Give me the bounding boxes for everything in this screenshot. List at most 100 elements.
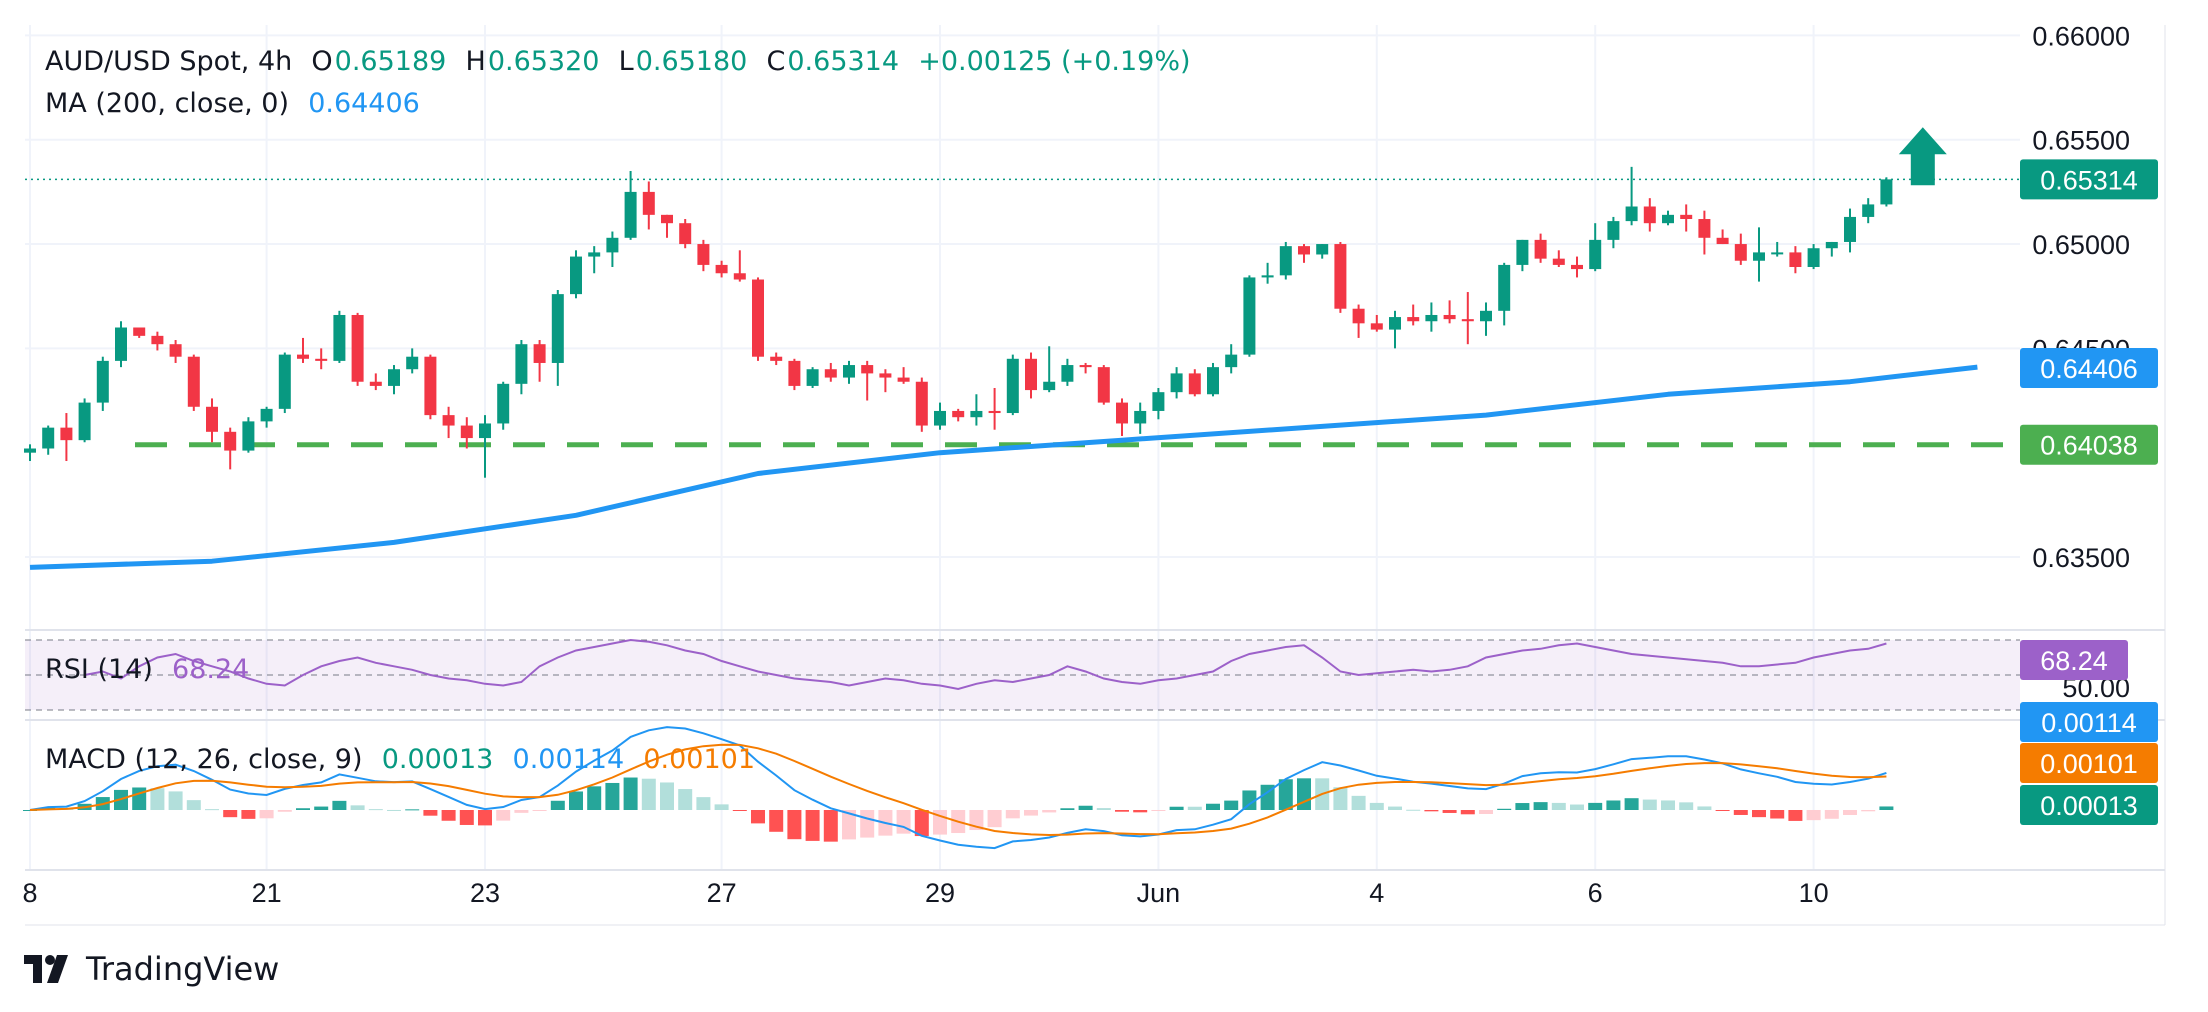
change-value: +0.00125 (+0.19%) [918, 46, 1191, 77]
macd-histogram-bar [241, 810, 256, 819]
macd-histogram-bar [459, 810, 474, 825]
macd-histogram-bar [1024, 810, 1038, 816]
macd-histogram-bar [1479, 810, 1493, 815]
candle-body [1461, 319, 1474, 322]
candle-body [1243, 277, 1256, 355]
time-tick-label: 8 [22, 878, 37, 908]
ma-price-label: 0.64406 [2040, 354, 2138, 384]
candle-body [479, 423, 491, 439]
candle-body [1043, 381, 1056, 391]
candle-body [1716, 237, 1729, 245]
candle-body [1625, 206, 1638, 222]
candle-body [187, 356, 200, 407]
high-label: H [465, 46, 486, 77]
macd-histogram-bar [277, 810, 292, 812]
price-tick-label: 0.63500 [2032, 543, 2130, 573]
macd-histogram-bar [1533, 802, 1548, 810]
candle-body [242, 421, 255, 451]
macd-line-label-bg [2020, 702, 2158, 742]
ma-label: MA (200, close, 0) [45, 88, 290, 119]
candle-body [770, 356, 783, 361]
rsi-label: RSI (14) [45, 654, 153, 685]
candle-body [388, 369, 400, 386]
candle-body [1425, 314, 1438, 322]
candle-body [460, 425, 473, 439]
price-tick-label: 0.65000 [2032, 230, 2130, 260]
macd-line-value: 0.00114 [512, 744, 625, 775]
macd-histogram-bar [387, 809, 401, 811]
candle-body [1334, 244, 1347, 309]
macd-histogram-bar [1824, 810, 1839, 819]
candle-body [1589, 239, 1602, 270]
candle-body [151, 335, 164, 345]
macd-histogram-bar [751, 810, 765, 824]
macd-hist-value: 0.00013 [381, 744, 494, 775]
macd-histogram-bar [623, 777, 638, 810]
up-arrow-icon [1898, 127, 1947, 186]
macd-histogram-bar [987, 810, 1002, 828]
candle-body [1061, 365, 1074, 382]
support-price-label: 0.64038 [2040, 431, 2138, 461]
candle-body [442, 415, 455, 426]
last-price-label-bg [2020, 159, 2158, 200]
macd-histogram-bar [1206, 803, 1220, 810]
macd-histogram-bar [1515, 803, 1530, 810]
time-tick-label: 10 [1799, 878, 1829, 908]
candle-body [1170, 373, 1183, 393]
macd-signal-label: 0.00101 [2040, 749, 2138, 779]
candle-body [1734, 244, 1747, 261]
macd-histogram-bar [478, 810, 492, 826]
macd-histogram-bar [1242, 790, 1257, 810]
candle-body [1116, 402, 1128, 424]
close-label: C [766, 46, 786, 77]
macd-histogram-bar [1442, 810, 1457, 813]
candle-body [788, 360, 801, 386]
macd-histogram-bar [496, 810, 511, 821]
macd-histogram-bar [1679, 802, 1694, 810]
macd-histogram-bar [350, 805, 365, 810]
macd-histogram-bar [823, 810, 838, 842]
macd-histogram-bar [769, 810, 784, 832]
macd-histogram-bar [332, 800, 347, 810]
candle-body [1480, 310, 1492, 322]
macd-histogram-bar [714, 804, 729, 810]
candle-body [315, 358, 328, 361]
candle-body [24, 448, 36, 453]
macd-histogram-bar [587, 786, 602, 810]
candle-body [1862, 204, 1875, 217]
macd-hist-label-bg [2020, 785, 2158, 825]
candle-body [1807, 248, 1820, 267]
macd-histogram-bar [1297, 778, 1311, 810]
tradingview-logo-text: TradingView [86, 950, 280, 988]
macd-line [29, 726, 1887, 850]
candle-body [733, 273, 746, 280]
candle-body [752, 279, 764, 357]
macd-histogram-bar [1388, 806, 1402, 810]
time-tick-label: 29 [925, 878, 955, 908]
candle-body [369, 381, 382, 386]
candle-body [1825, 241, 1838, 249]
macd-histogram-bar [1151, 810, 1166, 811]
candle-body [1771, 252, 1784, 255]
macd-histogram-bar [514, 810, 529, 813]
macd-histogram-bar [1551, 802, 1566, 810]
macd-histogram-bar [1697, 806, 1712, 810]
macd-histogram-bar [1770, 810, 1785, 819]
candle-body [824, 369, 837, 378]
macd-histogram-bar [860, 810, 875, 838]
candle-body [1134, 410, 1147, 424]
candle-body [843, 365, 855, 378]
candle-body [1207, 367, 1219, 395]
candle-body [1516, 239, 1529, 265]
macd-histogram-bar [1260, 784, 1275, 810]
macd-histogram-bar [1606, 800, 1621, 810]
ma-value: 0.64406 [308, 88, 420, 119]
macd-histogram-bar [660, 782, 674, 810]
candle-body [1880, 179, 1893, 205]
candle-body [1152, 392, 1165, 411]
candle-body [278, 354, 291, 409]
candle-body [115, 327, 127, 361]
price-axis: 0.660000.655000.650000.645000.635000.653… [2020, 21, 2158, 573]
